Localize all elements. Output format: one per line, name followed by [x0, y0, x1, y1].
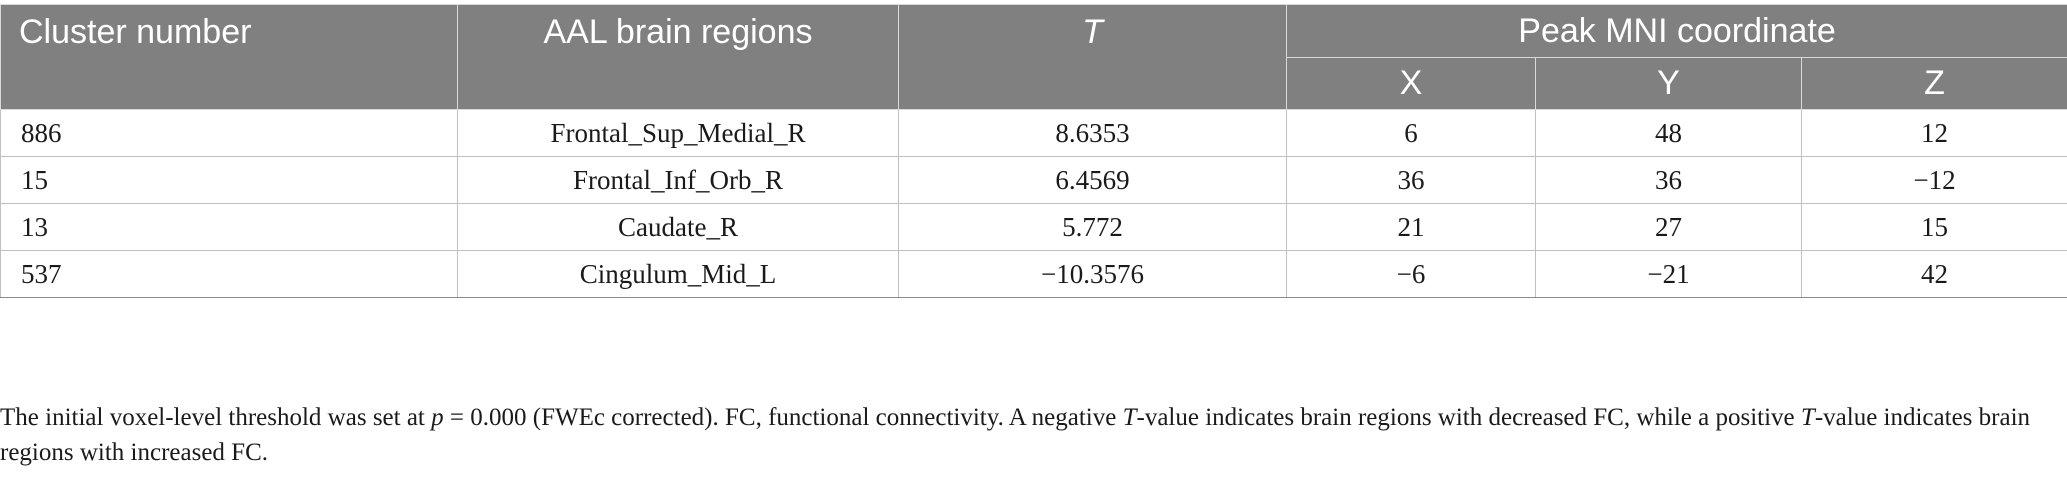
cell-region: Caudate_R — [457, 203, 899, 251]
cell-x: 21 — [1286, 203, 1536, 251]
cell-region: Frontal_Sup_Medial_R — [457, 109, 899, 157]
cell-cluster: 13 — [0, 203, 458, 251]
header-peak-mni: Peak MNI coordinate — [1285, 4, 2067, 58]
header-cluster-number: Cluster number — [0, 4, 458, 110]
header-aal-regions: AAL brain regions — [457, 4, 899, 110]
header-t: T — [898, 4, 1287, 110]
cell-x: 6 — [1286, 109, 1536, 157]
table-footnote: The initial voxel-level threshold was se… — [0, 400, 2050, 470]
cell-x: 36 — [1286, 156, 1536, 204]
footnote-t-symbol: T — [1122, 404, 1137, 431]
footnote-text-4: -value indicates brain regions with incr… — [0, 404, 2031, 466]
cell-z: 42 — [1800, 250, 2067, 298]
cell-z: 12 — [1800, 109, 2067, 157]
cell-z: 15 — [1800, 203, 2067, 251]
cell-z: −12 — [1800, 156, 2067, 204]
cell-y: 27 — [1535, 203, 1802, 251]
table-row: 537 Cingulum_Mid_L −10.3576 −6 −21 42 — [0, 250, 2067, 298]
cell-t: 5.772 — [898, 203, 1287, 251]
cell-t: −10.3576 — [898, 250, 1287, 298]
table-row: 13 Caudate_R 5.772 21 27 15 — [0, 203, 2067, 251]
cell-t: 6.4569 — [898, 156, 1287, 204]
table-row: 886 Frontal_Sup_Medial_R 8.6353 6 48 12 — [0, 109, 2067, 157]
header-y: Y — [1535, 57, 1802, 110]
results-table-container: Cluster number AAL brain regions T Peak … — [0, 4, 2067, 298]
cell-region: Frontal_Inf_Orb_R — [457, 156, 899, 204]
header-z: Z — [1800, 57, 2067, 110]
cell-region: Cingulum_Mid_L — [457, 250, 899, 298]
cell-cluster: 537 — [0, 250, 458, 298]
footnote-p-symbol: p — [431, 404, 444, 431]
results-table: Cluster number AAL brain regions T Peak … — [0, 4, 2067, 298]
footnote-text-2: = 0.000 (FWEc corrected). FC, functional… — [443, 404, 1123, 431]
cell-y: −21 — [1535, 250, 1802, 298]
cell-cluster: 15 — [0, 156, 458, 204]
table-body: 886 Frontal_Sup_Medial_R 8.6353 6 48 12 … — [0, 109, 2067, 298]
table-header: Cluster number AAL brain regions T Peak … — [0, 4, 2067, 110]
cell-cluster: 886 — [0, 109, 458, 157]
footnote-t-symbol: T — [1800, 404, 1815, 431]
footnote-text-3: -value indicates brain regions with decr… — [1136, 404, 1801, 431]
footnote-text-1: The initial voxel-level threshold was se… — [0, 404, 432, 431]
cell-x: −6 — [1286, 250, 1536, 298]
table-row: 15 Frontal_Inf_Orb_R 6.4569 36 36 −12 — [0, 156, 2067, 204]
header-x: X — [1286, 57, 1536, 110]
cell-t: 8.6353 — [898, 109, 1287, 157]
cell-y: 48 — [1535, 109, 1802, 157]
cell-y: 36 — [1535, 156, 1802, 204]
